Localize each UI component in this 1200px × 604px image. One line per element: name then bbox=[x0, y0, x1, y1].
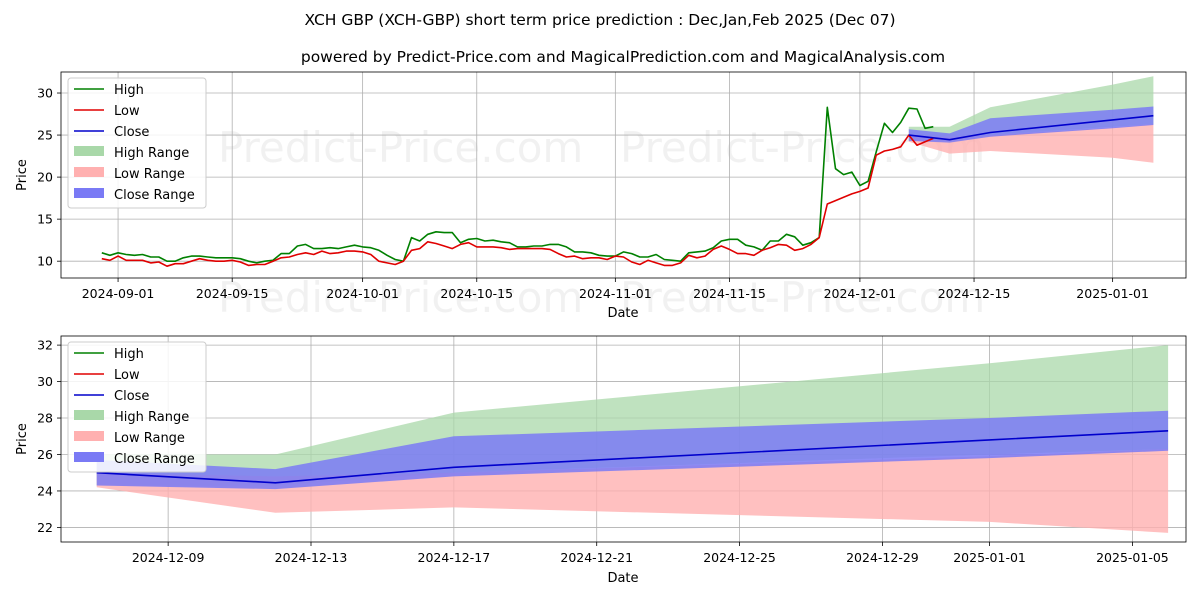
bottom-axis-ticks: 2024-12-09 2024-12-13 2024-12-17 2024-12-21… bbox=[37, 338, 1169, 565]
high-series-line bbox=[101, 106, 934, 264]
top-panel: Predict-Price.com Predict-Price.com Pred… bbox=[15, 71, 1187, 322]
x-tick-label: 2024-09-15 bbox=[196, 286, 269, 301]
watermark-4: Predict-Price.com bbox=[620, 273, 985, 322]
bottom-xlabel: Date bbox=[607, 571, 638, 586]
close-forecast-line bbox=[908, 114, 1154, 141]
x-tick-label: 2024-12-01 bbox=[824, 286, 897, 301]
x-tick-label: 2024-12-29 bbox=[846, 550, 919, 565]
y-tick-label: 26 bbox=[37, 447, 53, 462]
top-legend-close-range-swatch bbox=[74, 188, 104, 198]
x-tick-label: 2025-01-01 bbox=[953, 550, 1026, 565]
low-series-line bbox=[101, 134, 934, 268]
bottom-legend-high-range: High Range bbox=[114, 410, 189, 425]
bottom-legend: High Low Close High Range Low Range Clos… bbox=[67, 341, 207, 473]
y-tick-label: 30 bbox=[37, 374, 53, 389]
x-tick-label: 2024-11-01 bbox=[579, 286, 652, 301]
x-tick-label: 2025-01-05 bbox=[1096, 550, 1169, 565]
x-tick-label: 2024-10-15 bbox=[440, 286, 513, 301]
top-legend-close-range: Close Range bbox=[114, 188, 195, 203]
y-tick-label: 32 bbox=[37, 338, 53, 353]
top-legend-low-range: Low Range bbox=[114, 167, 185, 182]
y-tick-label: 20 bbox=[37, 170, 53, 185]
top-range-fills bbox=[908, 76, 1154, 163]
bottom-panel: 2024-12-09 2024-12-13 2024-12-17 2024-12-21… bbox=[15, 335, 1187, 586]
x-tick-label: 2024-12-15 bbox=[938, 286, 1011, 301]
y-tick-label: 22 bbox=[37, 520, 53, 535]
x-tick-label: 2024-12-09 bbox=[132, 550, 205, 565]
top-xlabel: Date bbox=[607, 306, 638, 321]
x-tick-label: 2025-01-01 bbox=[1076, 286, 1149, 301]
bottom-legend-low: Low bbox=[114, 368, 140, 383]
x-tick-label: 2024-12-21 bbox=[560, 550, 633, 565]
y-tick-label: 28 bbox=[37, 411, 53, 426]
x-tick-label: 2024-12-25 bbox=[703, 550, 776, 565]
bottom-legend-close-range-swatch bbox=[74, 452, 104, 462]
x-tick-label: 2024-12-17 bbox=[418, 550, 491, 565]
bottom-legend-close-range: Close Range bbox=[114, 452, 195, 467]
top-legend: High Low Close High Range Low Range Clos… bbox=[67, 77, 207, 209]
bottom-plot-frame bbox=[60, 335, 1187, 543]
bottom-legend-low-range: Low Range bbox=[114, 431, 185, 446]
top-series-lines bbox=[101, 106, 1154, 268]
close-forecast-line bbox=[96, 430, 1169, 484]
x-tick-label: 2024-12-13 bbox=[275, 550, 348, 565]
top-plot-frame bbox=[60, 71, 1187, 279]
top-legend-high: High bbox=[114, 83, 144, 98]
bottom-legend-high: High bbox=[114, 347, 144, 362]
y-tick-label: 10 bbox=[37, 254, 53, 269]
chart-title: XCH GBP (XCH-GBP) short term price predi… bbox=[304, 11, 895, 29]
bottom-legend-high-range-swatch bbox=[74, 410, 104, 420]
close-range-band bbox=[96, 410, 1169, 490]
x-tick-label: 2024-09-01 bbox=[82, 286, 155, 301]
bottom-legend-close: Close bbox=[114, 389, 149, 404]
bottom-legend-low-range-swatch bbox=[74, 431, 104, 441]
top-ylabel: Price bbox=[15, 159, 30, 191]
x-tick-label: 2024-11-15 bbox=[693, 286, 766, 301]
bottom-ylabel: Price bbox=[15, 423, 30, 455]
y-tick-label: 25 bbox=[37, 128, 53, 143]
close-range-band bbox=[908, 106, 1154, 143]
top-legend-low-range-swatch bbox=[74, 167, 104, 177]
y-tick-label: 15 bbox=[37, 212, 53, 227]
top-axis-ticks: 2024-09-01 2024-09-15 2024-10-01 2024-10-15… bbox=[37, 86, 1149, 301]
x-tick-label: 2024-10-01 bbox=[326, 286, 399, 301]
y-tick-label: 30 bbox=[37, 86, 53, 101]
top-legend-low: Low bbox=[114, 104, 140, 119]
low-range-band bbox=[908, 124, 1154, 163]
watermark-3: Predict-Price.com bbox=[218, 273, 583, 322]
y-tick-label: 24 bbox=[37, 483, 53, 498]
chart-subtitle: powered by Predict-Price.com and Magical… bbox=[301, 48, 945, 66]
top-legend-high-range-swatch bbox=[74, 146, 104, 156]
low-range-band bbox=[96, 449, 1169, 533]
bottom-range-fills bbox=[96, 345, 1169, 533]
bottom-series-lines bbox=[96, 430, 1169, 484]
top-legend-close: Close bbox=[114, 125, 149, 140]
watermark-1: Predict-Price.com bbox=[218, 123, 583, 172]
top-legend-high-range: High Range bbox=[114, 146, 189, 161]
